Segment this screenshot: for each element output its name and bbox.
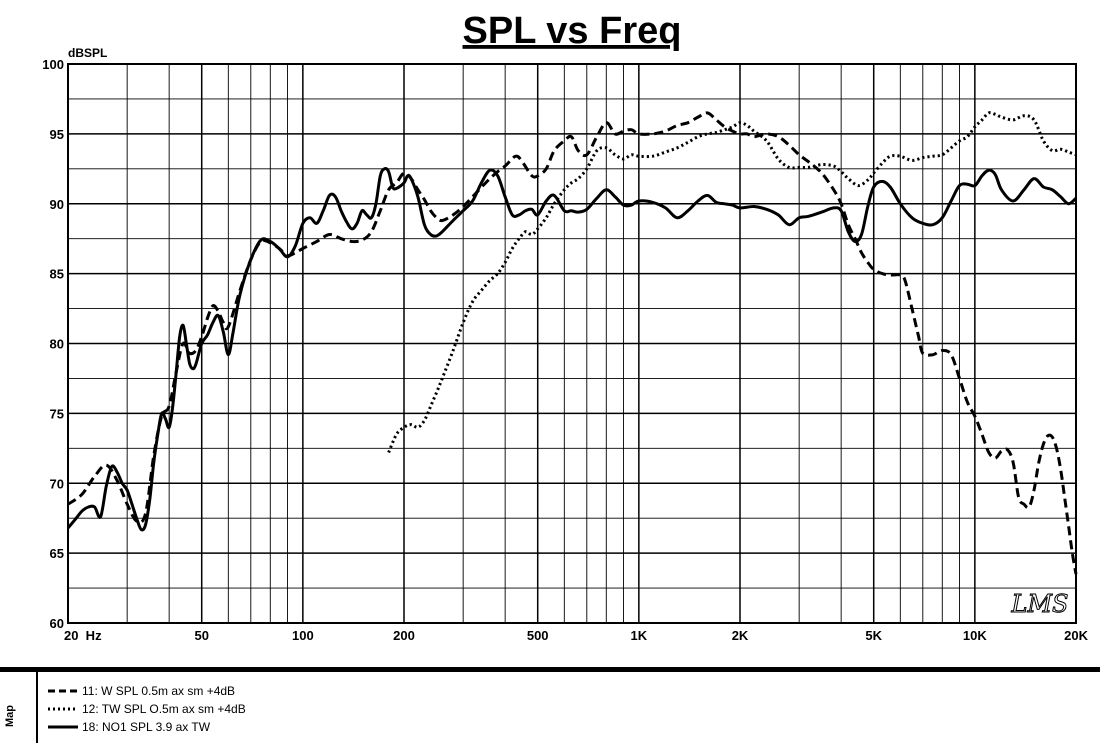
x-tick-label: 50 — [194, 628, 208, 643]
chart-title: SPL vs Freq — [463, 10, 682, 52]
y-tick-label: 65 — [50, 546, 64, 561]
y-axis-label: dBSPL — [68, 46, 107, 60]
lms-watermark: LMS — [1011, 590, 1069, 618]
major-gridlines — [68, 64, 1076, 623]
y-tick-label: 60 — [50, 616, 64, 631]
plot-frame — [67, 63, 1077, 624]
x-tick-label: 2K — [732, 628, 749, 643]
series-line-dotted — [387, 111, 1077, 454]
legend-dashed-line-icon — [48, 689, 78, 693]
x-tick-label: 500 — [527, 628, 549, 643]
x-tick-labels: 20 Hz 50 100 200 500 1K 2K 5K 10K 20K — [64, 628, 1089, 643]
x-tick-label: 10K — [963, 628, 987, 643]
x-tick-label: 1K — [631, 628, 648, 643]
legend: Map 11: W SPL 0.5m ax sm +4dB 12: TW SPL… — [0, 667, 1100, 743]
legend-label-18: 18: NO1 SPL 3.9 ax TW — [82, 720, 211, 734]
legend-label-12: 12: TW SPL O.5m ax sm +4dB — [82, 702, 246, 716]
x-tick-label: 200 — [393, 628, 415, 643]
map-label-text: Map — [4, 705, 16, 727]
series-line-solid — [66, 167, 1078, 532]
y-tick-label: 75 — [50, 406, 64, 421]
legend-item-18: 18: NO1 SPL 3.9 ax TW — [48, 718, 210, 736]
spl-chart: SPL vs Freq dBSPL 100 95 90 85 80 75 70 65 60 20… — [42, 10, 1089, 643]
legend-item-11: 11: W SPL 0.5m ax sm +4dB — [48, 682, 235, 700]
legend-dotted-line-icon — [48, 707, 78, 711]
series-line-dashed — [67, 111, 1078, 575]
y-tick-label: 95 — [50, 127, 64, 142]
x-tick-label: 5K — [865, 628, 882, 643]
y-tick-label: 80 — [50, 337, 64, 352]
y-tick-label: 85 — [50, 267, 64, 282]
legend-map-label: Map — [0, 672, 38, 743]
legend-label-11: 11: W SPL 0.5m ax sm +4dB — [82, 684, 236, 698]
x-tick-label: 20K — [1064, 628, 1088, 643]
y-tick-label: 100 — [42, 57, 64, 72]
legend-solid-line-icon — [48, 725, 78, 729]
series-layer — [66, 111, 1078, 575]
legend-item-12: 12: TW SPL O.5m ax sm +4dB — [48, 700, 246, 718]
y-tick-label: 70 — [50, 476, 64, 491]
x-tick-label: 100 — [292, 628, 314, 643]
y-tick-labels: 100 95 90 85 80 75 70 65 60 — [42, 57, 64, 631]
x-tick-label: 20 Hz — [64, 628, 102, 643]
y-tick-label: 90 — [50, 197, 64, 212]
